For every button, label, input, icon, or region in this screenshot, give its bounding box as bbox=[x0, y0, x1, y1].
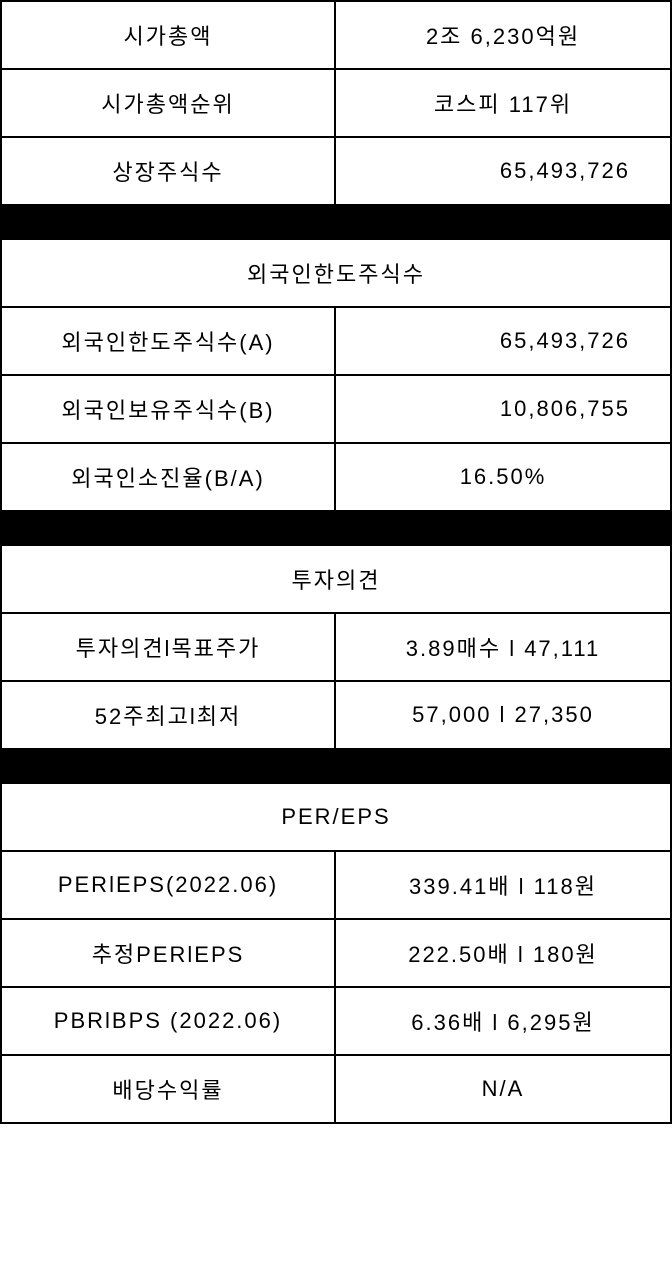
section-header: 외국인한도주식수 bbox=[2, 240, 670, 308]
table-row: 시가총액 2조 6,230억원 bbox=[2, 2, 670, 70]
value-cell: 10,806,755 bbox=[336, 376, 670, 442]
financial-data-table: 시가총액 2조 6,230억원 시가총액순위 코스피 117위 상장주식수 65… bbox=[0, 0, 672, 1124]
table-row: 외국인한도주식수(A) 65,493,726 bbox=[2, 308, 670, 376]
value-cell: N/A bbox=[336, 1056, 670, 1122]
value-cell: 6.36배 l 6,295원 bbox=[336, 988, 670, 1054]
table-row: 투자의견l목표주가 3.89매수 l 47,111 bbox=[2, 614, 670, 682]
section-divider bbox=[2, 206, 670, 240]
table-row: 시가총액순위 코스피 117위 bbox=[2, 70, 670, 138]
value-cell: 339.41배 l 118원 bbox=[336, 852, 670, 918]
label-cell: 배당수익률 bbox=[2, 1056, 336, 1122]
label-cell: 추정PERlEPS bbox=[2, 920, 336, 986]
table-row: 배당수익률 N/A bbox=[2, 1056, 670, 1124]
label-cell: 외국인한도주식수(A) bbox=[2, 308, 336, 374]
label-cell: 시가총액순위 bbox=[2, 70, 336, 136]
table-row: PERlEPS(2022.06) 339.41배 l 118원 bbox=[2, 852, 670, 920]
header-cell: 외국인한도주식수 bbox=[2, 240, 670, 306]
table-row: 외국인보유주식수(B) 10,806,755 bbox=[2, 376, 670, 444]
value-cell: 57,000 l 27,350 bbox=[336, 682, 670, 748]
table-row: PBRlBPS (2022.06) 6.36배 l 6,295원 bbox=[2, 988, 670, 1056]
label-cell: PBRlBPS (2022.06) bbox=[2, 988, 336, 1054]
table-row: 52주최고l최저 57,000 l 27,350 bbox=[2, 682, 670, 750]
section-divider bbox=[2, 750, 670, 784]
value-cell: 222.50배 l 180원 bbox=[336, 920, 670, 986]
value-cell: 65,493,726 bbox=[336, 308, 670, 374]
value-cell: 3.89매수 l 47,111 bbox=[336, 614, 670, 680]
section-divider bbox=[2, 512, 670, 546]
table-row: 상장주식수 65,493,726 bbox=[2, 138, 670, 206]
label-cell: 외국인보유주식수(B) bbox=[2, 376, 336, 442]
table-row: 추정PERlEPS 222.50배 l 180원 bbox=[2, 920, 670, 988]
label-cell: 투자의견l목표주가 bbox=[2, 614, 336, 680]
label-cell: 시가총액 bbox=[2, 2, 336, 68]
label-cell: 외국인소진율(B/A) bbox=[2, 444, 336, 510]
value-cell: 65,493,726 bbox=[336, 138, 670, 204]
section-header: 투자의견 bbox=[2, 546, 670, 614]
label-cell: 52주최고l최저 bbox=[2, 682, 336, 748]
header-cell: PER/EPS bbox=[2, 784, 670, 850]
label-cell: 상장주식수 bbox=[2, 138, 336, 204]
value-cell: 코스피 117위 bbox=[336, 70, 670, 136]
header-cell: 투자의견 bbox=[2, 546, 670, 612]
label-cell: PERlEPS(2022.06) bbox=[2, 852, 336, 918]
section-header: PER/EPS bbox=[2, 784, 670, 852]
value-cell: 16.50% bbox=[336, 444, 670, 510]
value-cell: 2조 6,230억원 bbox=[336, 2, 670, 68]
table-row: 외국인소진율(B/A) 16.50% bbox=[2, 444, 670, 512]
